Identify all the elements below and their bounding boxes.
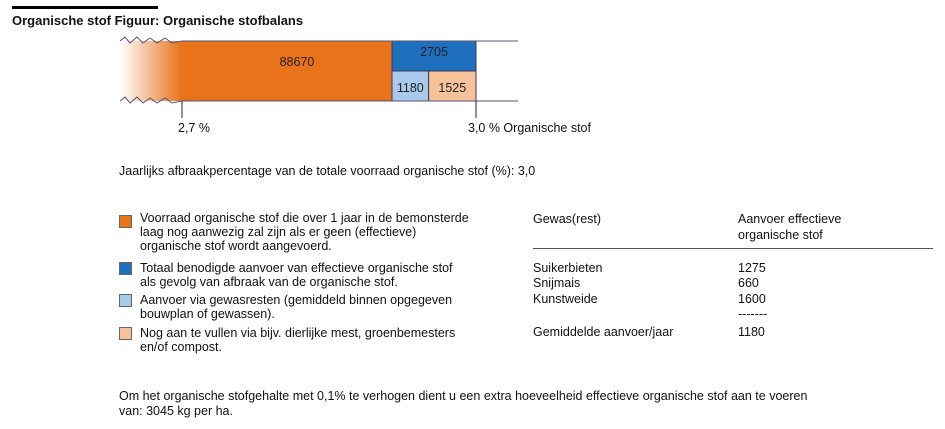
legend-item-voorraad: Voorraad organische stof die over 1 jaar… — [140, 211, 520, 253]
footer-line-2: van: 3045 kg per ha. — [119, 404, 233, 418]
legend-text: en/of compost. — [140, 340, 222, 354]
legend-item-aanvullen: Nog aan te vullen via bijv. dierlijke me… — [140, 326, 520, 354]
bar-top-border — [119, 36, 518, 44]
bar-bottom-border — [119, 96, 518, 104]
table-header-value-2: organische stof — [738, 228, 823, 242]
legend-text: Totaal benodigde aanvoer van effectieve … — [140, 261, 453, 275]
table-average-label: Gemiddelde aanvoer/jaar — [533, 325, 674, 339]
tick-label-right: 3,0 % Organische stof — [468, 121, 591, 135]
legend-text: als gevolg van afbraak van de organische… — [140, 275, 398, 289]
tick-label-left: 2,7 % — [178, 121, 210, 135]
table-row-crop: Snijmais — [533, 276, 581, 290]
legend-swatch-voorraad — [119, 215, 132, 228]
footer-line-1: Om het organische stofgehalte met 0,1% t… — [119, 389, 808, 403]
legend-item-gewasresten: Aanvoer via gewasresten (gemiddeld binne… — [140, 293, 520, 321]
balance-chart: 88670 2705 1180 1525 — [119, 36, 518, 118]
table-row-value: 660 — [738, 276, 759, 290]
legend-swatch-benodigd — [119, 262, 132, 275]
legend-text: bouwplan of gewassen). — [140, 307, 275, 321]
bar-fade — [120, 41, 182, 101]
table-separator: ------- — [738, 307, 768, 321]
legend-swatch-gewasresten — [119, 294, 132, 307]
table-header-crop: Gewas(rest) — [533, 212, 602, 226]
page-title: Organische stof Figuur: Organische stofb… — [12, 13, 304, 28]
label-benodigd: 2705 — [420, 45, 448, 59]
legend-text: Voorraad organische stof die over 1 jaar… — [140, 211, 469, 225]
table-header-value-1: Aanvoer effectieve — [738, 212, 842, 226]
legend-text: Aanvoer via gewasresten (gemiddeld binne… — [140, 293, 453, 307]
table-average-value: 1180 — [738, 325, 765, 339]
table-row-crop: Kunstweide — [533, 292, 598, 306]
table-row-value: 1275 — [738, 261, 766, 275]
legend-text: Nog aan te vullen via bijv. dierlijke me… — [140, 326, 456, 340]
legend-text: organische stof wordt aangevoerd. — [140, 239, 332, 253]
label-gewasresten: 1180 — [397, 81, 424, 95]
table-row-crop: Suikerbieten — [533, 261, 603, 275]
bar-voorraad — [182, 41, 392, 101]
afbraak-text: Jaarlijks afbraakpercentage van de total… — [119, 164, 536, 178]
label-aanvullen: 1525 — [438, 81, 466, 95]
title-rule — [12, 6, 158, 9]
label-voorraad: 88670 — [280, 55, 315, 69]
legend-swatch-aanvullen — [119, 327, 132, 340]
table-row-value: 1600 — [738, 292, 766, 306]
legend-item-benodigd: Totaal benodigde aanvoer van effectieve … — [140, 261, 520, 289]
table-divider — [533, 248, 933, 249]
legend-text: laag nog aanwezig zal zijn als er geen (… — [140, 225, 417, 239]
